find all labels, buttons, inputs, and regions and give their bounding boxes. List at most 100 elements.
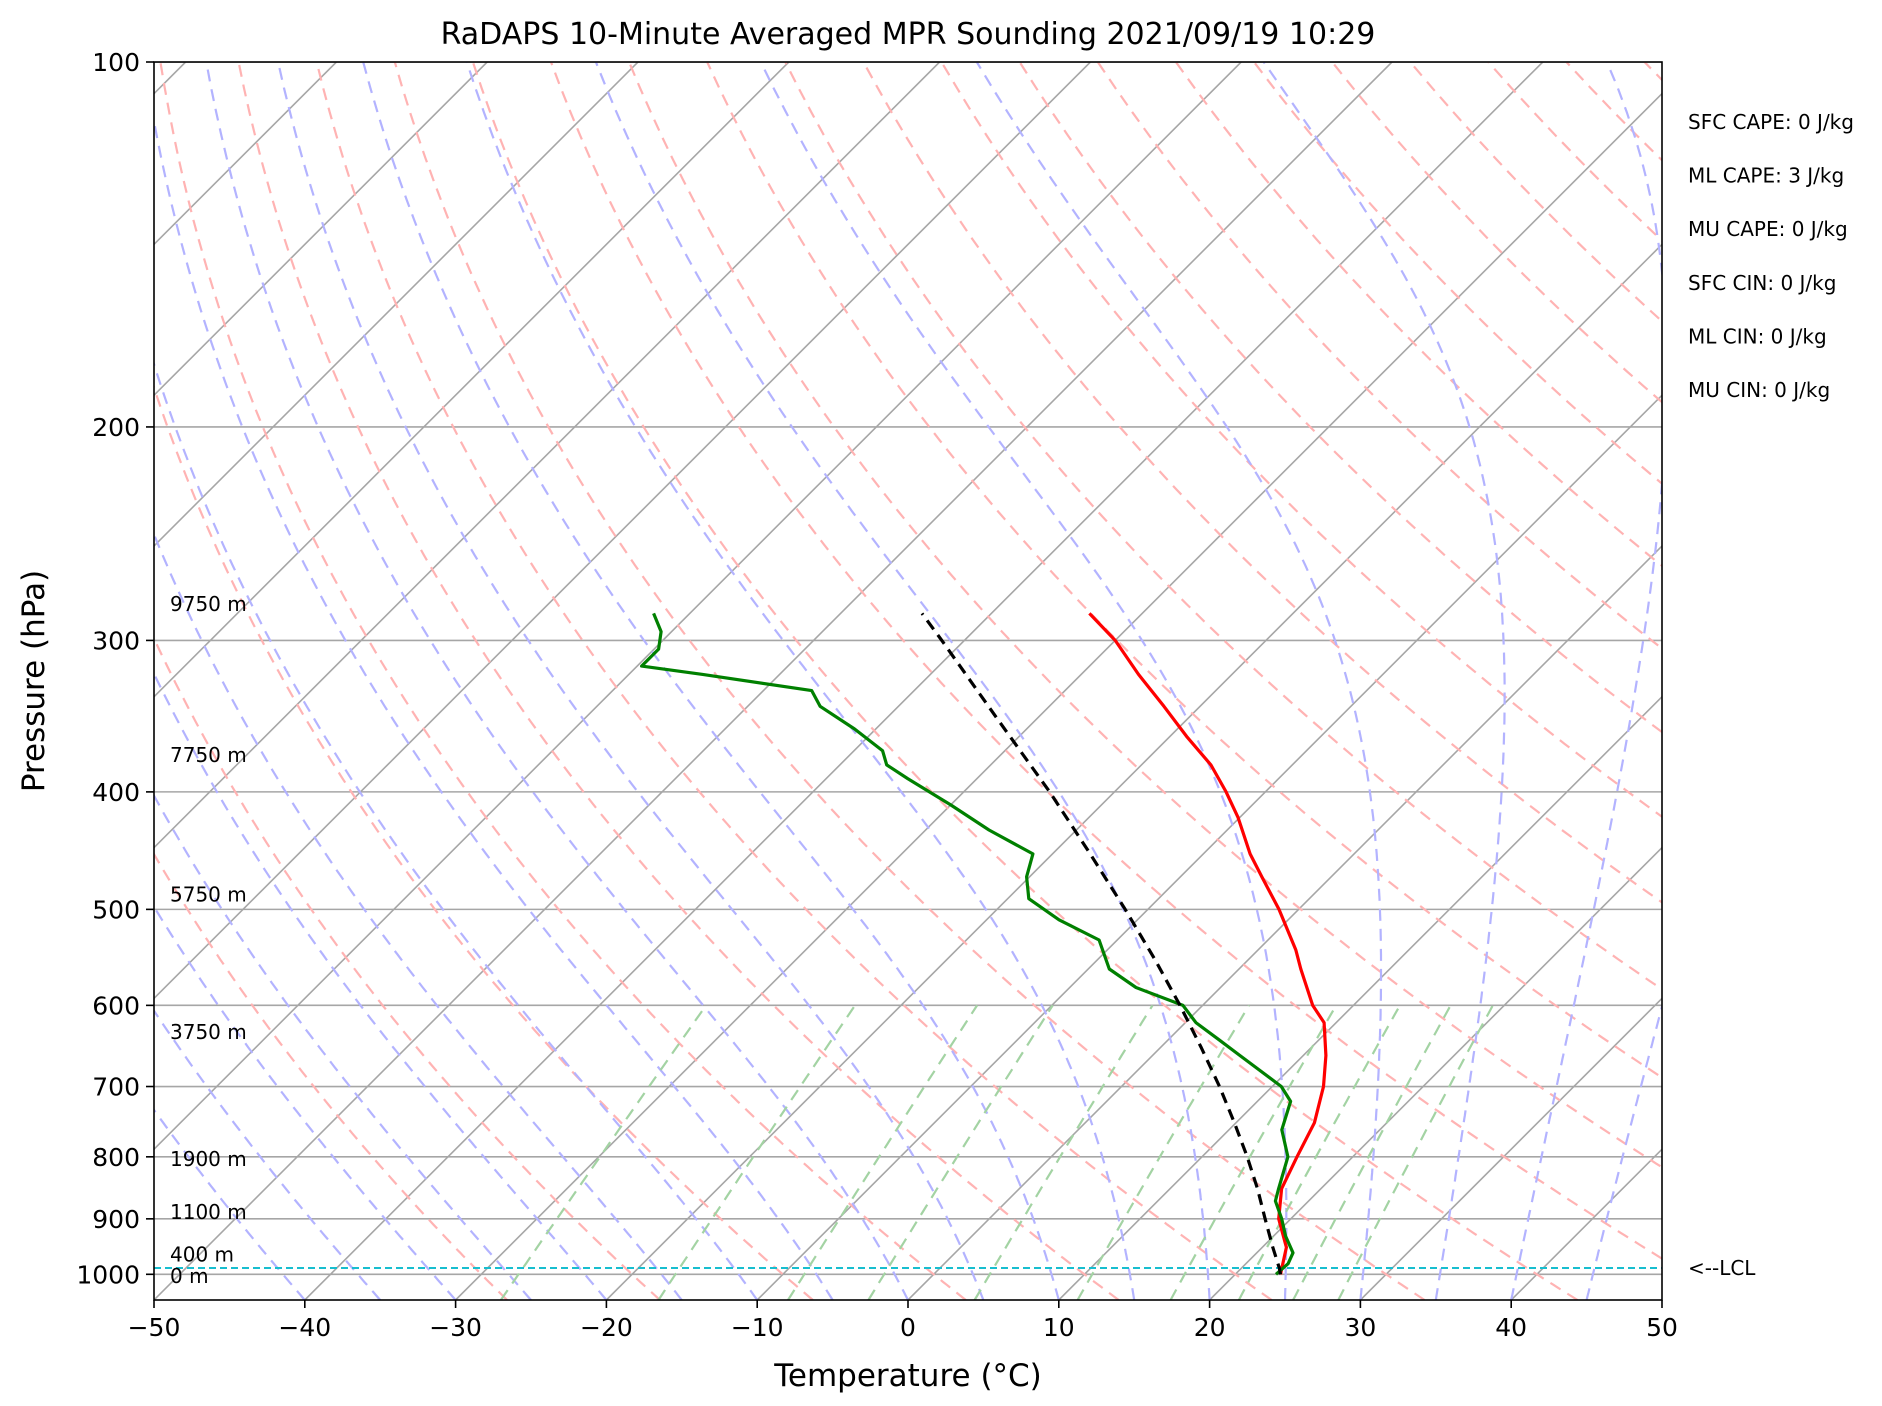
dry-adiabat-line xyxy=(1018,62,1662,734)
isotherm-line xyxy=(1058,695,1662,1300)
height-label: 1100 m xyxy=(170,1200,247,1224)
moist-adiabats xyxy=(154,62,1662,1300)
x-tick-label: 0 xyxy=(900,1313,916,1342)
x-tick-label: −50 xyxy=(128,1313,181,1342)
y-tick-label: 700 xyxy=(92,1073,140,1102)
y-tick-label: 300 xyxy=(92,626,140,655)
moist-adiabat-line xyxy=(594,62,1211,1300)
height-label: 400 m xyxy=(170,1242,234,1266)
parcel-profile-line xyxy=(920,612,1283,1275)
y-tick-label: 600 xyxy=(92,991,140,1020)
x-tick-label: −30 xyxy=(429,1313,482,1342)
dry-adiabat-line xyxy=(706,62,1662,1079)
mixing-ratio-line xyxy=(657,1004,856,1300)
dewpoint-line xyxy=(640,612,1295,1276)
mixing-ratio-line xyxy=(787,1004,979,1300)
y-tick-label: 100 xyxy=(92,48,140,77)
mixing-ratio-line xyxy=(973,1004,1154,1300)
isotherm-line xyxy=(154,62,639,548)
moist-adiabat-line xyxy=(759,62,1288,1300)
y-tick-label: 1000 xyxy=(76,1260,140,1289)
y-axis-ticks: 1000 900 800 700 600 500 400 300 200 100 xyxy=(76,48,154,1289)
mixing-ratio-line xyxy=(867,1004,1054,1300)
moist-adiabat-line xyxy=(154,904,457,1300)
isotherm-line xyxy=(605,243,1662,1300)
stat-label: MU CAPE: 0 J/kg xyxy=(1688,217,1848,241)
y-tick-label: 500 xyxy=(92,895,140,924)
isotherm-line xyxy=(154,62,941,849)
x-axis-title: Temperature (°C) xyxy=(773,1358,1042,1394)
dry-adiabat-line xyxy=(393,62,1426,1300)
stat-label: ML CIN: 0 J/kg xyxy=(1688,324,1827,348)
moist-adiabat-line xyxy=(1262,62,1506,1300)
dry-adiabat-line xyxy=(159,62,967,1300)
dry-adiabat-line xyxy=(237,62,1120,1300)
y-tick-label: 800 xyxy=(92,1143,140,1172)
mixing-ratio-line xyxy=(1292,1004,1452,1300)
isotherm-line xyxy=(455,92,1662,1300)
moist-adiabat-line xyxy=(154,793,532,1300)
x-tick-label: 10 xyxy=(1043,1313,1075,1342)
chart-title: RaDAPS 10-Minute Averaged MPR Sounding 2… xyxy=(441,17,1376,52)
isotherm-line xyxy=(154,62,1091,1000)
sounding-profiles xyxy=(640,612,1328,1276)
dry-adiabat-line xyxy=(628,62,1662,1169)
x-tick-label: 40 xyxy=(1495,1313,1527,1342)
plot-content xyxy=(154,62,1662,1300)
mixing-ratio-line xyxy=(499,1004,707,1300)
moist-adiabat-line xyxy=(465,62,1136,1300)
x-tick-label: −20 xyxy=(580,1313,633,1342)
isotherm-line xyxy=(304,62,1544,1300)
moist-adiabat-line xyxy=(154,531,683,1300)
dry-adiabat-line xyxy=(471,62,1579,1300)
moist-adiabat-line xyxy=(154,360,759,1300)
dry-adiabat-line xyxy=(940,62,1662,819)
moist-adiabat-line xyxy=(1585,1002,1662,1300)
y-tick-label: 900 xyxy=(92,1205,140,1234)
dry-adiabats xyxy=(154,62,1662,1300)
isotherm-line xyxy=(154,62,488,397)
x-tick-label: −40 xyxy=(278,1313,331,1342)
isotherm-line xyxy=(154,62,1393,1300)
temperature-line xyxy=(1088,612,1328,1275)
dry-adiabat-line xyxy=(784,62,1662,991)
moist-adiabat-line xyxy=(205,62,909,1300)
dry-adiabat-line xyxy=(154,635,661,1300)
isotherm-line xyxy=(1209,846,1662,1300)
stat-label: SFC CAPE: 0 J/kg xyxy=(1688,110,1854,134)
moist-adiabat-line xyxy=(154,671,608,1300)
stat-label: MU CIN: 0 J/kg xyxy=(1688,378,1830,402)
height-label: 0 m xyxy=(170,1264,209,1288)
y-tick-label: 400 xyxy=(92,778,140,807)
y-tick-label: 200 xyxy=(92,413,140,442)
x-tick-label: 20 xyxy=(1194,1313,1226,1342)
height-label: 7750 m xyxy=(170,743,247,767)
stat-label: ML CAPE: 3 J/kg xyxy=(1688,164,1844,188)
height-labels: 9750 m 7750 m 5750 m 3750 m 1900 m 1100 m 400 … xyxy=(170,592,247,1288)
y-axis-title: Pressure (hPa) xyxy=(16,570,52,792)
isotherm-line xyxy=(154,62,1242,1151)
lcl-label: <--LCL xyxy=(1688,1256,1756,1280)
moist-adiabat-line xyxy=(362,62,1060,1300)
isotherm-line xyxy=(907,544,1662,1300)
moist-adiabat-line xyxy=(975,62,1383,1300)
stability-stats: SFC CAPE: 0 J/kg ML CAPE: 3 J/kg MU CAPE: … xyxy=(1688,110,1854,402)
height-label: 5750 m xyxy=(170,882,247,906)
moist-adiabat-line xyxy=(1510,62,1662,1300)
mixing-ratio-line xyxy=(1169,1004,1338,1300)
dry-adiabat-line xyxy=(549,62,1662,1260)
height-label: 3750 m xyxy=(170,1020,247,1044)
moist-adiabat-line xyxy=(154,115,834,1300)
x-tick-label: 30 xyxy=(1344,1313,1376,1342)
x-axis-ticks: −50 −40 −30 −20 −10 0 10 20 30 40 50 xyxy=(128,1300,1678,1342)
mixing-ratio-line xyxy=(1237,1004,1401,1300)
height-label: 1900 m xyxy=(170,1147,247,1171)
isotherm-line xyxy=(1359,997,1662,1300)
x-tick-label: −10 xyxy=(731,1313,784,1342)
x-tick-label: 50 xyxy=(1646,1313,1678,1342)
dry-adiabat-line xyxy=(862,62,1662,904)
stat-label: SFC CIN: 0 J/kg xyxy=(1688,271,1836,295)
isotherm-line xyxy=(154,62,790,698)
mixing-ratio-line xyxy=(1337,1004,1494,1300)
